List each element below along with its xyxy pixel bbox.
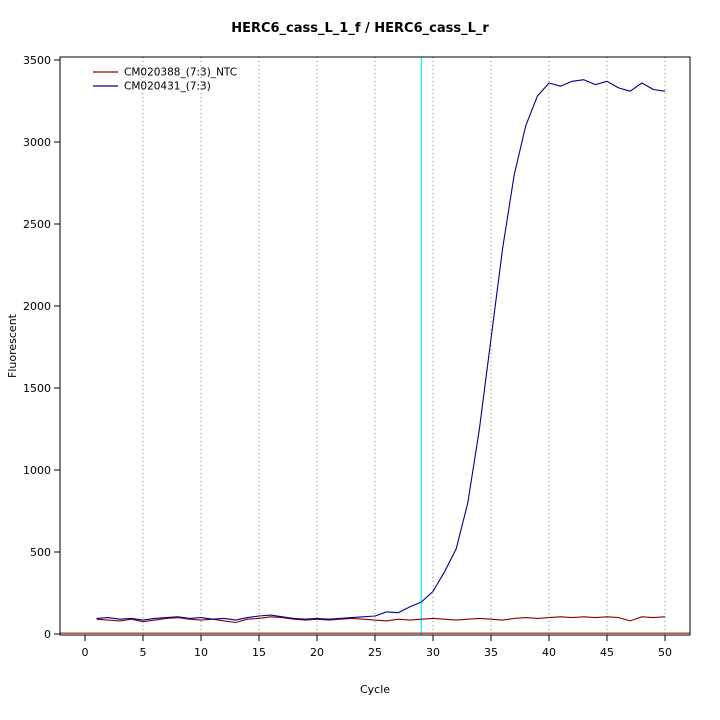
legend: CM020388_(7:3)_NTC CM020431_(7:3) [93, 67, 237, 93]
x-tick-label: 5 [140, 646, 147, 659]
legend-label: CM020431_(7:3) [124, 81, 211, 93]
x-axis-title: Cycle [360, 683, 390, 696]
x-tick-label: 45 [600, 646, 614, 659]
plot-area: 0 5 10 15 20 25 30 35 40 45 5005001000150020002500… [23, 54, 691, 659]
x-tick-label: 25 [368, 646, 382, 659]
x-tick-label: 20 [310, 646, 324, 659]
y-tick-label: 3500 [23, 54, 51, 67]
x-tick-label: 50 [658, 646, 672, 659]
y-axis-title: Fluorescent [6, 313, 19, 378]
chart-title: HERC6_cass_L_1_f / HERC6_cass_L_r [231, 21, 489, 36]
y-tick-label: 500 [30, 546, 51, 559]
x-tick-label: 0 [82, 646, 89, 659]
legend-label: CM020388_(7:3)_NTC [124, 67, 237, 79]
gridlines [142, 57, 666, 635]
x-tick-label: 15 [252, 646, 266, 659]
series-line-0 [96, 616, 666, 624]
y-tick-label: 3000 [23, 136, 51, 149]
y-tick-label: 2500 [23, 218, 51, 231]
x-tick-label: 10 [194, 646, 208, 659]
x-axis: 0 5 10 15 20 25 30 35 40 45 50 [82, 635, 672, 659]
x-tick-label: 35 [484, 646, 498, 659]
y-axis: 0 500 1000 1500 2000 2500 3000 3500 [23, 54, 60, 641]
x-tick-label: 30 [426, 646, 440, 659]
y-tick-label: 1500 [23, 382, 51, 395]
y-tick-label: 2000 [23, 300, 51, 313]
x-tick-label: 40 [542, 646, 556, 659]
y-tick-label: 1000 [23, 464, 51, 477]
series-line-1 [96, 79, 666, 621]
y-tick-label: 0 [44, 628, 51, 641]
